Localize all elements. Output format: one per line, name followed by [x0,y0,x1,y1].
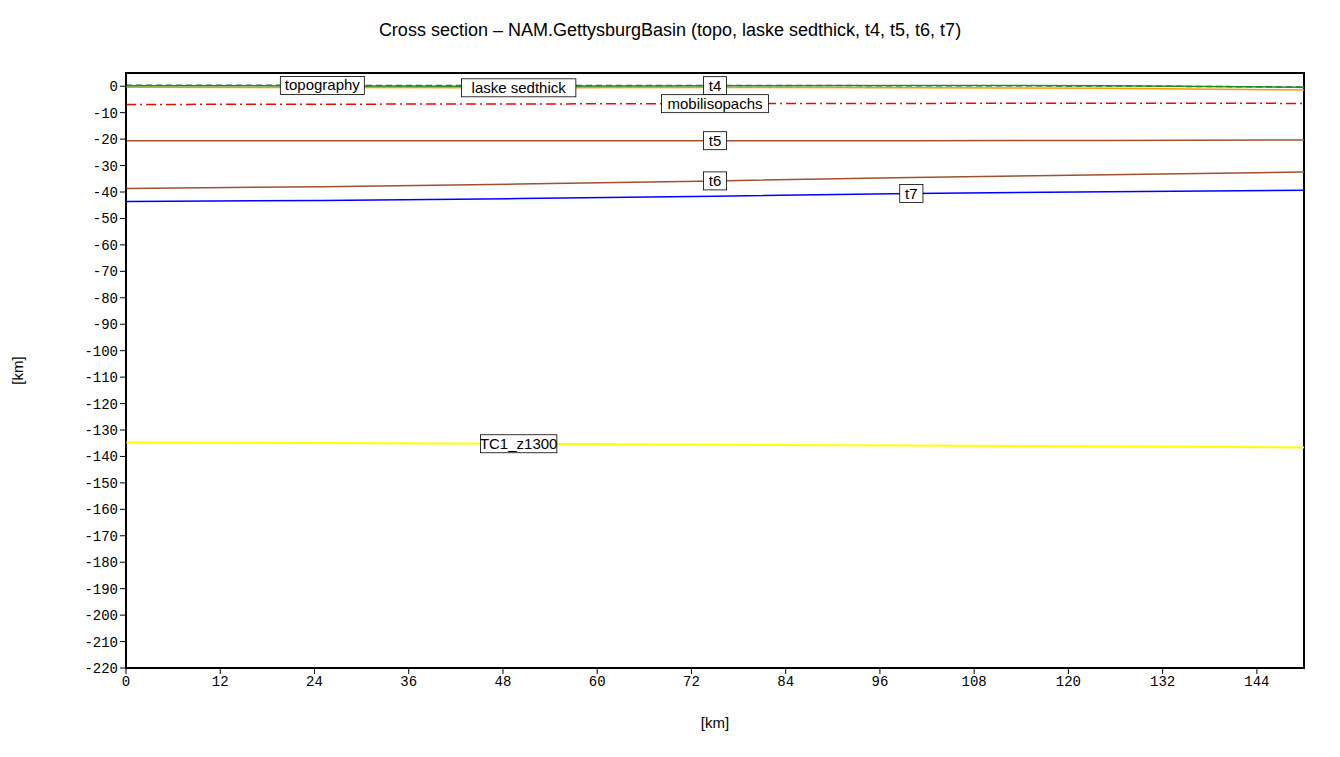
svg-text:-180: -180 [84,555,118,571]
svg-text:84: 84 [777,674,794,690]
svg-text:-160: -160 [84,502,118,518]
html-text:Cross section – NAM.Gettysburg: Cross section – NAM.GettysburgBasin (top… [378,20,962,40]
svg-text:12: 12 [212,674,229,690]
svg-text:-40: -40 [93,185,118,201]
svg-text:topography: topography [285,76,361,93]
svg-text:-130: -130 [84,423,118,439]
svg-text:-200: -200 [84,608,118,624]
svg-text:132: 132 [1150,674,1175,690]
svg-text:TC1_z1300: TC1_z1300 [480,435,558,452]
svg-text:120: 120 [1056,674,1081,690]
svg-text:mobilisopachs: mobilisopachs [667,95,762,112]
svg-text:60: 60 [589,674,606,690]
svg-text:t5: t5 [709,132,722,149]
svg-text:-70: -70 [93,264,118,280]
svg-text:-20: -20 [93,132,118,148]
svg-text:24: 24 [306,674,323,690]
svg-text:-220: -220 [84,661,118,677]
svg-text:t7: t7 [905,185,918,202]
svg-text:-210: -210 [84,635,118,651]
svg-text:-90: -90 [93,317,118,333]
svg-text:-170: -170 [84,529,118,545]
svg-text:-10: -10 [93,106,118,122]
svg-text:72: 72 [683,674,700,690]
svg-text:-30: -30 [93,159,118,175]
svg-text:[km]: [km] [701,714,729,731]
svg-text:[km]: [km] [9,356,26,384]
svg-text:-50: -50 [93,211,118,227]
svg-text:108: 108 [962,674,987,690]
svg-text:-120: -120 [84,397,118,413]
svg-text:laske sedthick: laske sedthick [472,79,567,96]
svg-text:96: 96 [872,674,889,690]
svg-text:-140: -140 [84,449,118,465]
svg-text:t4: t4 [709,77,722,94]
svg-text:-110: -110 [84,370,118,386]
svg-text:48: 48 [495,674,512,690]
svg-text:-150: -150 [84,476,118,492]
svg-text:0: 0 [122,674,130,690]
svg-text:-190: -190 [84,582,118,598]
svg-text:-100: -100 [84,344,118,360]
svg-text:0: 0 [110,79,118,95]
svg-text:36: 36 [400,674,417,690]
svg-text:t6: t6 [709,172,722,189]
svg-text:-80: -80 [93,291,118,307]
svg-text:144: 144 [1244,674,1269,690]
svg-text:-60: -60 [93,238,118,254]
